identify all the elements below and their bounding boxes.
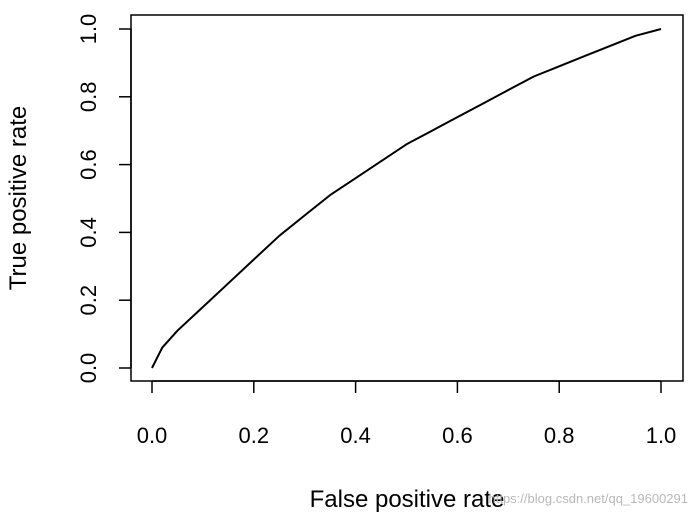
x-tick-label: 0.4 <box>340 423 371 448</box>
series-layer <box>151 28 662 369</box>
y-tick-label: 0.8 <box>76 82 101 113</box>
y-axis: 0.0 0.2 0.4 0.6 0.8 1.0 <box>76 14 132 384</box>
y-tick-label: 0.0 <box>76 353 101 384</box>
x-axis-title: False positive rate <box>310 486 505 513</box>
x-axis: 0.0 0.2 0.4 0.6 0.8 1.0 <box>137 380 677 448</box>
x-tick-label: 1.0 <box>646 423 677 448</box>
roc-curve-line <box>151 28 662 369</box>
x-tick-label: 0.2 <box>239 423 270 448</box>
x-tick-label: 0.8 <box>544 423 575 448</box>
y-axis-title: True positive rate <box>5 106 32 291</box>
watermark-text: https://blog.csdn.net/qq_19600291 <box>489 491 689 506</box>
x-tick-label: 0.0 <box>137 423 168 448</box>
y-tick-label: 1.0 <box>76 14 101 45</box>
y-tick-label: 0.6 <box>76 149 101 180</box>
plot-frame <box>130 14 684 382</box>
y-tick-label: 0.2 <box>76 285 101 316</box>
x-tick-label: 0.6 <box>442 423 473 448</box>
y-tick-label: 0.4 <box>76 217 101 248</box>
